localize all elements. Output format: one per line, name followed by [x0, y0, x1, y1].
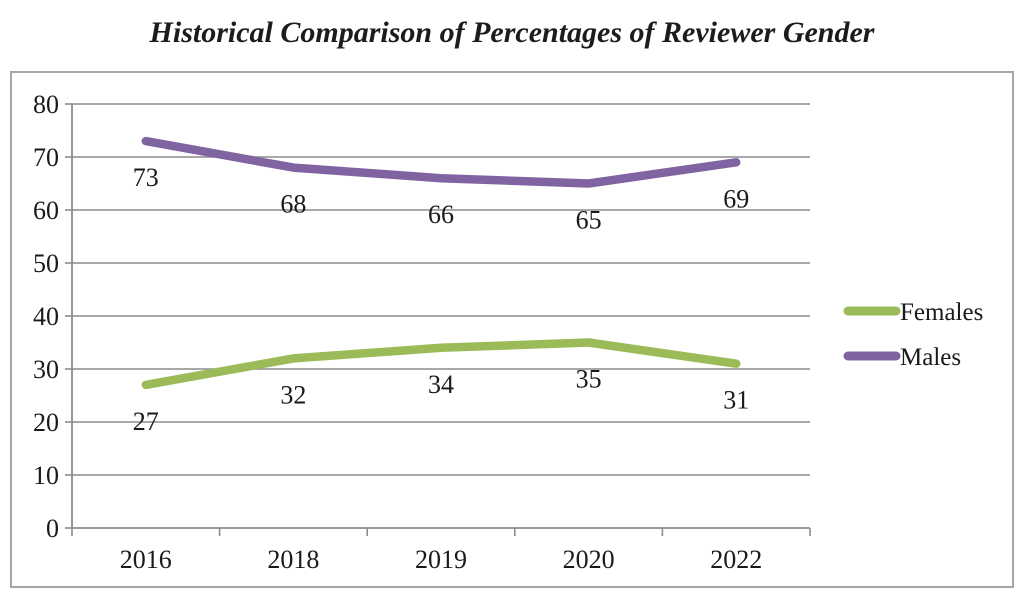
y-tick-label: 0	[46, 514, 59, 543]
y-tick-label: 20	[33, 408, 59, 437]
x-tick-label: 2022	[710, 545, 762, 574]
data-label-females: 35	[576, 365, 602, 394]
data-label-males: 69	[723, 184, 749, 213]
data-label-females: 32	[280, 380, 306, 409]
data-label-females: 27	[133, 407, 159, 436]
x-tick-label: 2019	[415, 545, 467, 574]
series-line-males	[141, 136, 741, 188]
y-tick-label: 60	[33, 196, 59, 225]
y-tick-label: 30	[33, 355, 59, 384]
data-label-females: 34	[428, 370, 454, 399]
x-tick-label: 2018	[267, 545, 319, 574]
y-tick-label: 40	[33, 302, 59, 331]
data-label-males: 66	[428, 200, 454, 229]
x-tick-label: 2016	[120, 545, 172, 574]
data-label-males: 73	[133, 163, 159, 192]
chart-title: Historical Comparison of Percentages of …	[149, 16, 875, 49]
y-tick-label: 80	[33, 90, 59, 119]
plot-area: 0 10 20 30 40 50 60 70 80 2016 2018 2019 2020 2022 27 3…	[33, 90, 983, 574]
y-tick-label: 70	[33, 143, 59, 172]
chart-frame: 0 10 20 30 40 50 60 70 80 2016 2018 2019 2020 2022 27 3…	[10, 71, 1014, 588]
x-tick-label: 2020	[563, 545, 615, 574]
legend-label-females: Females	[900, 299, 983, 326]
series-line-females	[141, 338, 741, 390]
legend-label-males: Males	[900, 344, 961, 371]
y-tick-label: 10	[33, 461, 59, 490]
data-label-males: 65	[576, 206, 602, 235]
y-tick-label: 50	[33, 249, 59, 278]
data-label-males: 68	[280, 190, 306, 219]
data-label-females: 31	[723, 386, 749, 415]
